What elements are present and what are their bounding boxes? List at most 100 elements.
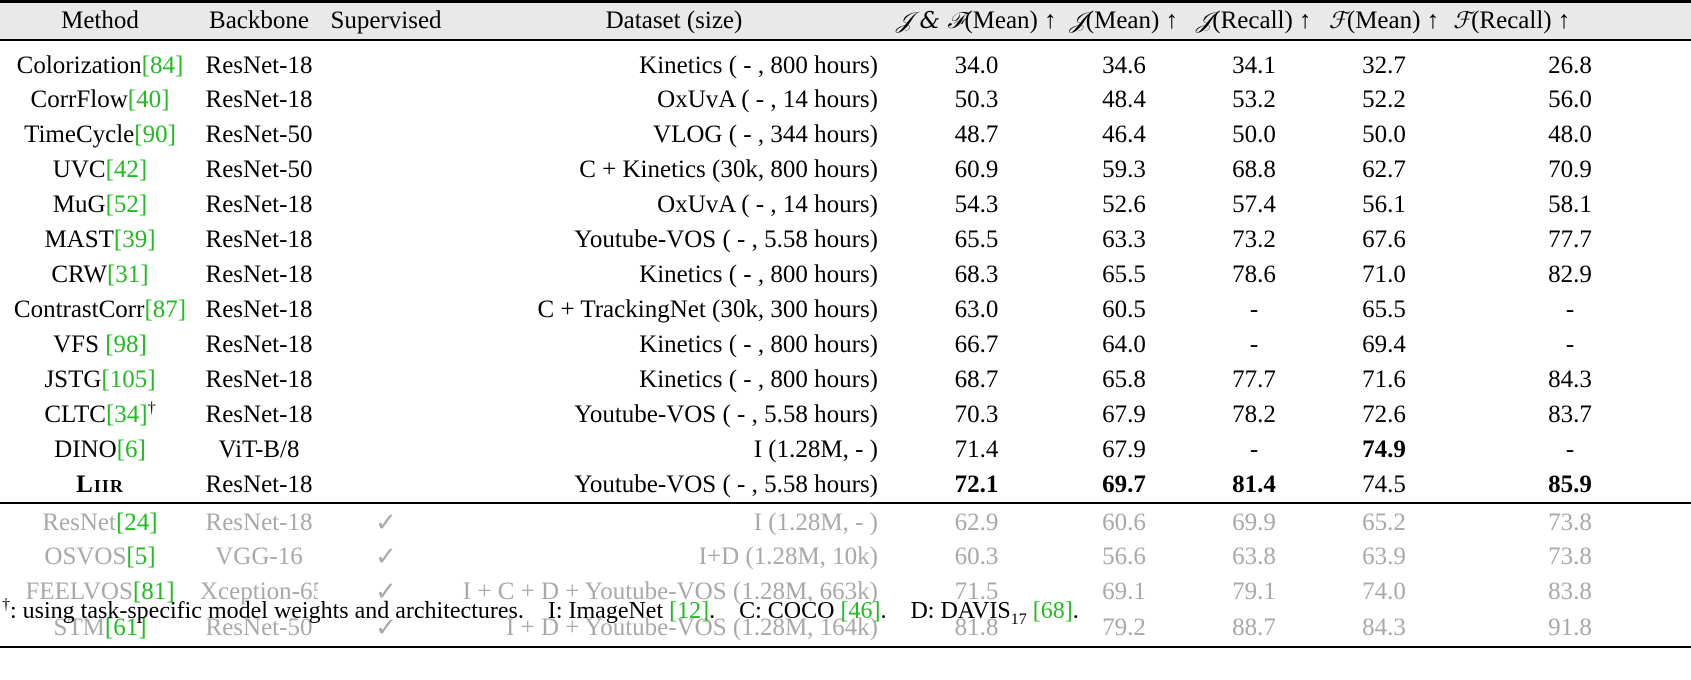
score-jm-cell: 34.6 <box>1102 51 1146 79</box>
citation-link[interactable]: [84] <box>141 51 184 79</box>
method-cell: Liir <box>0 468 200 503</box>
header-f-recall: ℱ(Recall) ↑ <box>1449 0 1691 41</box>
header-f-mean: ℱ(Mean) ↑ <box>1319 0 1449 41</box>
table-row: OSVOS[5] VGG-16 ✓ I+D (1.28M, 10k) 60.3 56.6 6… <box>0 540 1691 575</box>
score-fr-cell: 48.0 <box>1548 121 1592 148</box>
header-f-mean-symbol: ℱ <box>1328 7 1347 34</box>
supervised-cell <box>318 83 454 118</box>
score-jf-cell: 62.9 <box>894 501 1059 540</box>
table-row: JSTG[105] ResNet-18 Kinetics ( - , 800 hou… <box>0 363 1691 398</box>
score-jm-cell: 67.9 <box>1102 436 1146 463</box>
footnote-dagger: † <box>2 596 10 613</box>
score-fr-cell: 73.8 <box>1449 501 1691 540</box>
citation-link[interactable]: [34] <box>105 401 148 428</box>
dataset-cell: Kinetics ( - , 800 hours) <box>639 366 878 393</box>
score-fm-cell: 74.0 <box>1362 578 1406 605</box>
citation-link[interactable]: [6] <box>116 436 146 463</box>
score-fr-cell: 73.8 <box>1548 543 1592 570</box>
dataset-cell: OxUvA ( - , 14 hours) <box>657 191 878 218</box>
table-row: DINO[6] ViT-B/8 I (1.28M, - ) 71.4 67.9 - 74.9… <box>0 433 1691 468</box>
score-jf-cell: 60.9 <box>954 156 999 183</box>
citation-link[interactable]: [81] <box>132 578 175 605</box>
dagger-mark: † <box>147 399 156 417</box>
method-name: CLTC <box>44 401 106 428</box>
score-fr-cell: 26.8 <box>1548 51 1592 79</box>
score-fm-cell: 69.4 <box>1362 331 1406 358</box>
score-fm-cell: 67.6 <box>1362 226 1406 253</box>
citation-link[interactable]: [98] <box>105 331 147 358</box>
citation-link[interactable]: [31] <box>106 261 149 288</box>
supervised-check-icon: ✓ <box>375 577 397 606</box>
citation-link[interactable]: [61] <box>104 613 147 641</box>
dataset-cell: I (1.28M, - ) <box>454 501 894 540</box>
score-jr-cell: 78.2 <box>1232 401 1276 428</box>
citation-link[interactable]: [87] <box>144 296 187 323</box>
method-name: OSVOS <box>44 543 127 570</box>
table-row: Colorization[84] ResNet-18 Kinetics ( - , … <box>0 40 1691 83</box>
footnote-davis-citation[interactable]: [68] <box>1032 598 1073 624</box>
supervised-cell <box>318 258 454 293</box>
score-jm-cell: 64.0 <box>1102 331 1146 358</box>
method-cell: JSTG[105] <box>0 363 200 398</box>
header-jf-mean-label: (Mean) ↑ <box>964 6 1057 34</box>
citation-link[interactable]: [52] <box>105 191 148 218</box>
score-jm-cell: 65.8 <box>1102 366 1146 393</box>
citation-link[interactable]: [39] <box>113 226 156 253</box>
supervised-check-icon: ✓ <box>318 609 454 648</box>
citation-link[interactable]: [5] <box>126 543 156 570</box>
citation-link[interactable]: [90] <box>134 121 176 148</box>
method-name: MAST <box>44 226 114 253</box>
score-jr-cell: 69.9 <box>1189 501 1319 540</box>
backbone-cell: ResNet-18 <box>205 226 313 253</box>
header-j-recall-symbol: 𝒥 <box>1196 7 1213 34</box>
backbone-cell: ResNet-18 <box>205 331 313 358</box>
score-fm-cell: 72.6 <box>1362 401 1406 428</box>
score-jr-cell: 79.1 <box>1232 578 1276 605</box>
footnote-coco-citation[interactable]: [46] <box>840 598 881 624</box>
footnote-imagenet-citation[interactable]: [12] <box>669 598 710 624</box>
score-fr-cell: - <box>1565 296 1575 323</box>
method-cell: FEELVOS[81] <box>0 575 200 610</box>
header-j-mean-label: (Mean) ↑ <box>1085 6 1179 34</box>
citation-link[interactable]: [105] <box>101 366 156 393</box>
backbone-cell: Xception-65 <box>200 578 318 605</box>
score-jm-cell: 69.7 <box>1102 470 1146 498</box>
dataset-cell: Kinetics ( - , 800 hours) <box>639 331 878 358</box>
score-fm-cell: 63.9 <box>1362 543 1406 570</box>
header-f-mean-label: (Mean) ↑ <box>1346 6 1440 34</box>
score-jf-cell: 63.0 <box>954 296 999 323</box>
citation-link[interactable]: [24] <box>115 508 158 536</box>
score-fm-cell: 65.5 <box>1362 296 1406 323</box>
score-fr-cell: 82.9 <box>1548 261 1592 288</box>
footnote-davis: D: DAVIS <box>910 598 1011 624</box>
header-j-mean: 𝒥(Mean) ↑ <box>1059 0 1189 41</box>
score-fm-cell: 71.0 <box>1362 261 1406 288</box>
table-row: CorrFlow[40] ResNet-18 OxUvA ( - , 14 hour… <box>0 83 1691 118</box>
method-name: UVC <box>52 156 106 183</box>
header-row: Method Backbone Supervised Dataset (size… <box>0 0 1691 41</box>
dataset-cell: I + D + Youtube-VOS (1.28M, 164k) <box>454 609 894 648</box>
method-name: CRW <box>51 261 107 288</box>
dataset-cell: I (1.28M, - ) <box>753 436 878 463</box>
dataset-cell: I+D (1.28M, 10k) <box>698 543 878 570</box>
method-cell: UVC[42] <box>0 153 200 188</box>
backbone-cell: ResNet-18 <box>205 191 313 218</box>
dataset-cell: Youtube-VOS ( - , 5.58 hours) <box>574 226 878 253</box>
score-jf-cell: 60.3 <box>954 543 999 570</box>
score-jm-cell: 60.6 <box>1059 501 1189 540</box>
method-name: FEELVOS <box>25 578 133 605</box>
header-jf-mean-symbol: 𝒥 & ℱ <box>896 7 965 34</box>
backbone-cell: ResNet-18 <box>205 86 313 113</box>
footnote-davis-subscript: 17 <box>1010 610 1027 628</box>
score-fm-cell: 32.7 <box>1362 51 1406 79</box>
score-fr-cell: 84.3 <box>1548 366 1592 393</box>
method-cell: CRW[31] <box>0 258 200 293</box>
method-cell: MAST[39] <box>0 223 200 258</box>
citation-link[interactable]: [40] <box>127 86 170 113</box>
score-jm-cell: 67.9 <box>1102 401 1146 428</box>
citation-link[interactable]: [42] <box>105 156 148 183</box>
method-cell: DINO[6] <box>0 433 200 468</box>
table-row: FEELVOS[81] Xception-65 ✓ I + C + D + Youtu… <box>0 575 1691 610</box>
score-jm-cell: 59.3 <box>1102 156 1146 183</box>
